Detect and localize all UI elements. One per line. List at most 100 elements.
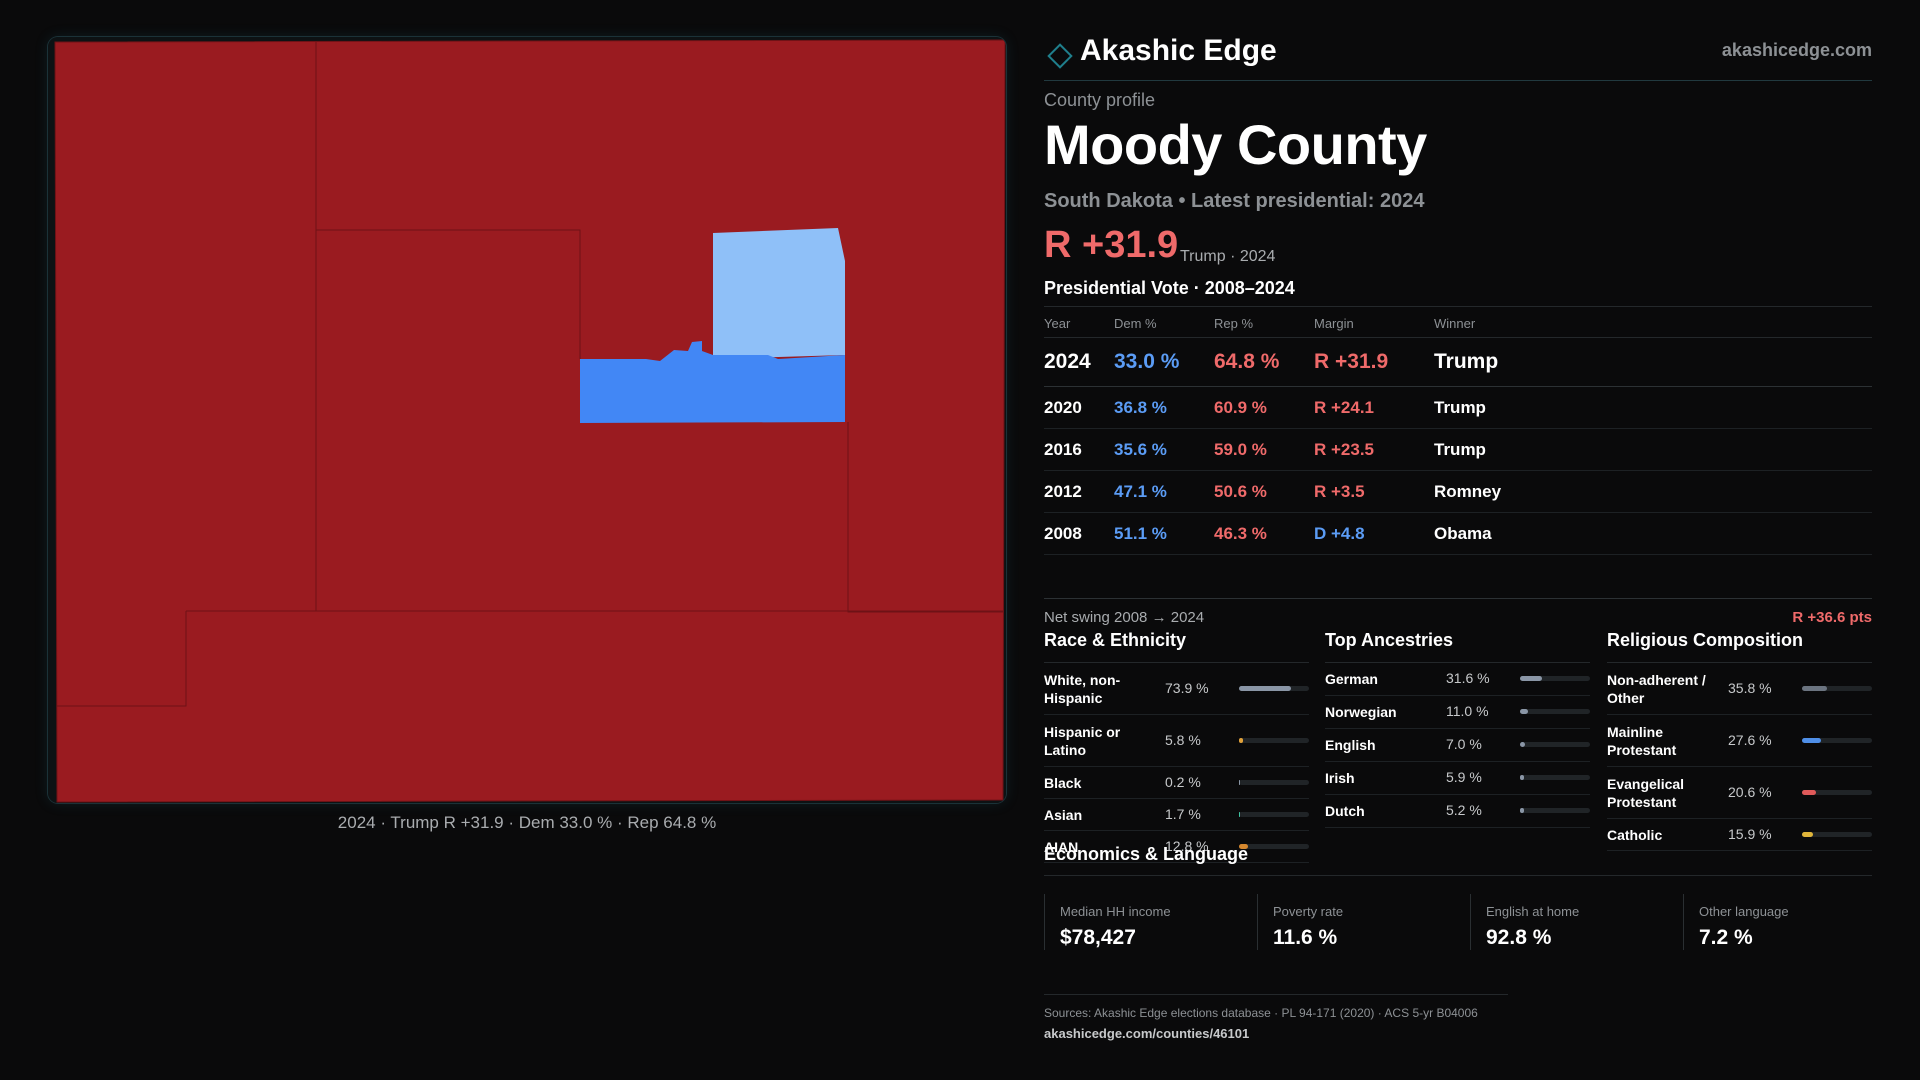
ancestry-bar-track: [1520, 808, 1590, 813]
row-margin: R +23.5: [1314, 440, 1375, 459]
religion-pct: 15.9 %: [1728, 826, 1772, 842]
ancestry-pct: 5.2 %: [1446, 802, 1482, 818]
race-bar-track: [1239, 844, 1309, 849]
precinct-flandreau[interactable]: [580, 341, 845, 423]
ancestry-label: German: [1325, 671, 1378, 687]
row-year: 2024: [1044, 350, 1091, 373]
ancestry-pct: 5.9 %: [1446, 769, 1482, 785]
race-bar: [1239, 780, 1241, 785]
religion-bar: [1802, 832, 1814, 837]
religion-label: Catholic: [1607, 827, 1663, 843]
ancestry-label: English: [1325, 737, 1376, 753]
page-subtitle: South Dakota • Latest presidential: 2024: [1044, 190, 1425, 212]
race-row: Hispanic or Latino 5.8 %: [1044, 715, 1309, 767]
religion-pct: 20.6 %: [1728, 784, 1772, 800]
row-winner: Trump: [1434, 440, 1486, 459]
map-caption: 2024 · Trump R +31.9 · Dem 33.0 % · Rep …: [337, 813, 717, 832]
race-pct: 12.8 %: [1165, 838, 1209, 854]
race-bar-track: [1239, 780, 1309, 785]
row-margin: R +24.1: [1314, 398, 1375, 417]
divider: [1044, 875, 1872, 876]
row-margin: R +31.9: [1314, 350, 1389, 373]
header-dem: Dem %: [1114, 316, 1157, 331]
header-winner: Winner: [1434, 316, 1476, 331]
religion-bar: [1802, 738, 1822, 743]
ancestry-label: Dutch: [1325, 803, 1365, 819]
ancestry-bar: [1520, 742, 1525, 747]
race-label: AIAN: [1044, 839, 1079, 855]
ancestries-title: Top Ancestries: [1325, 630, 1590, 663]
race-row: Asian 1.7 %: [1044, 799, 1309, 831]
ancestry-bar-track: [1520, 709, 1590, 714]
race-bar: [1239, 738, 1244, 743]
divider: [1044, 306, 1872, 307]
religion-label: Mainline Protestant: [1607, 724, 1677, 758]
stat-label: Median HH income: [1060, 904, 1171, 919]
stat-english-at-home: English at home 92.8 %: [1470, 894, 1669, 950]
table-row: 2016 35.6 % 59.0 % R +23.5 Trump: [1044, 429, 1872, 471]
ancestry-bar: [1520, 676, 1543, 681]
header-margin: Margin: [1314, 316, 1354, 331]
race-label: White, non-Hispanic: [1044, 672, 1121, 706]
diamond-logo-icon: [1047, 43, 1073, 69]
ancestry-pct: 31.6 %: [1446, 670, 1490, 686]
section-kicker: County profile: [1044, 90, 1156, 110]
economics-stats: Median HH income $78,427 Poverty rate 11…: [1044, 894, 1872, 958]
header-rep: Rep %: [1214, 316, 1254, 331]
table-row: 2020 36.8 % 60.9 % R +24.1 Trump: [1044, 387, 1872, 429]
divider: [1044, 994, 1508, 995]
stat-label: Poverty rate: [1273, 904, 1344, 919]
precinct-flandreau-north[interactable]: [713, 228, 845, 359]
race-pct: 1.7 %: [1165, 806, 1201, 822]
row-rep: 64.8 %: [1214, 350, 1280, 373]
religion-row: Catholic 15.9 %: [1607, 819, 1872, 851]
stat-poverty-rate: Poverty rate 11.6 %: [1257, 894, 1456, 950]
row-dem: 51.1 %: [1114, 524, 1167, 543]
vote-section-title: Presidential Vote · 2008–2024: [1044, 278, 1295, 298]
ancestry-label: Irish: [1325, 770, 1355, 786]
race-label: Asian: [1044, 807, 1083, 823]
race-bar: [1239, 812, 1241, 817]
race-pct: 0.2 %: [1165, 774, 1201, 790]
table-header: Year Dem % Rep % Margin Winner: [1044, 307, 1872, 338]
row-rep: 46.3 %: [1214, 524, 1267, 543]
sources-note: Sources: Akashic Edge elections database…: [1044, 1006, 1478, 1020]
row-year: 2012: [1044, 482, 1082, 501]
race-bar-track: [1239, 812, 1309, 817]
county-url-link[interactable]: akashicedge.com/counties/46101: [1044, 1026, 1250, 1041]
religion-bar-track: [1802, 832, 1872, 837]
ancestry-bar-track: [1520, 742, 1590, 747]
stat-label: Other language: [1699, 904, 1789, 919]
brand-url[interactable]: akashicedge.com: [1721, 40, 1872, 60]
headline-note: Trump · 2024: [1180, 248, 1276, 265]
brand-name: Akashic Edge: [1080, 34, 1277, 67]
ancestry-bar: [1520, 709, 1528, 714]
religion-label: Non-adherent / Other: [1607, 672, 1706, 706]
row-year: 2016: [1044, 440, 1082, 459]
stat-value: $78,427: [1060, 926, 1136, 949]
precinct-map-svg[interactable]: [48, 37, 1006, 803]
page-title: Moody County: [1044, 113, 1427, 176]
religion-row: Mainline Protestant 27.6 %: [1607, 715, 1872, 767]
swing-label: Net swing 2008 → 2024: [1044, 609, 1205, 626]
race-label: Black: [1044, 775, 1082, 791]
race-label: Hispanic or Latino: [1044, 724, 1121, 758]
race-row: Black 0.2 %: [1044, 767, 1309, 799]
stat-label: English at home: [1486, 904, 1580, 919]
race-ethnicity-section: Race & Ethnicity White, non-Hispanic 73.…: [1044, 630, 1309, 863]
precinct-northwest[interactable]: [54, 39, 1006, 803]
religion-pct: 35.8 %: [1728, 680, 1772, 696]
race-row: White, non-Hispanic 73.9 %: [1044, 663, 1309, 715]
ancestry-pct: 11.0 %: [1446, 703, 1489, 719]
row-year: 2020: [1044, 398, 1082, 417]
religion-bar: [1802, 790, 1817, 795]
county-map[interactable]: [48, 37, 1006, 803]
row-rep: 50.6 %: [1214, 482, 1267, 501]
row-dem: 47.1 %: [1114, 482, 1167, 501]
religion-bar: [1802, 686, 1828, 691]
table-row: 2008 51.1 % 46.3 % D +4.8 Obama: [1044, 513, 1872, 555]
race-title: Race & Ethnicity: [1044, 630, 1309, 663]
religion-section: Religious Composition Non-adherent / Oth…: [1607, 630, 1872, 851]
ancestry-row: Dutch 5.2 %: [1325, 795, 1590, 828]
stat-value: 11.6 %: [1273, 926, 1338, 949]
